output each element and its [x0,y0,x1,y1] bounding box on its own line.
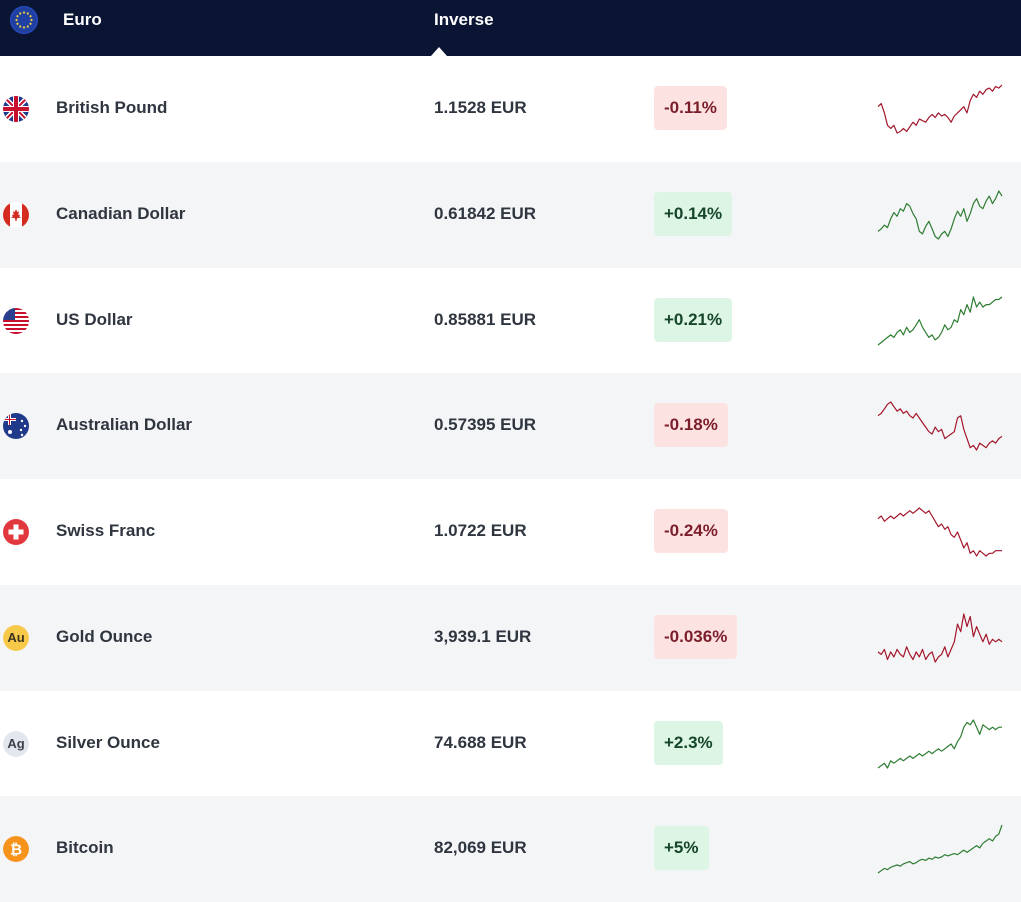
table-row[interactable]: Au Gold Ounce 3,939.1 EUR -0.036% [0,584,1021,691]
sparkline-series [877,401,1003,451]
sparkline-svg [877,84,1003,134]
gold-coin-icon: Au [3,624,29,651]
table-row[interactable]: British Pound 1.1528 EUR -0.11% [0,56,1021,162]
bitcoin-icon: ₿ [3,836,29,863]
inverse-rate: 82,069 EUR [434,838,527,858]
inverse-rate: 1.1528 EUR [434,98,527,117]
currency-name: British Pound [56,98,168,117]
sparkline-svg [877,507,1002,557]
currency-name: Canadian Dollar [56,203,186,223]
trend-sparkline [877,187,1003,243]
inverse-rate: 3,939.1 EUR [434,626,532,646]
trend-sparkline [877,504,1002,560]
change-badge: +2.3% [654,720,723,765]
currency-name: US Dollar [56,309,133,329]
table-row[interactable]: Ag Silver Ounce 74.688 EUR +2.3% [0,691,1021,797]
page-header: Euro Inverse [0,0,1021,56]
currency-name: Australian Dollar [56,415,193,435]
sparkline-series [877,295,1003,345]
sparkline-series [877,825,1003,874]
inverse-rate: 1.0722 EUR [434,521,527,540]
table-row[interactable]: Canadian Dollar 0.61842 EUR +0.14% [0,161,1021,268]
table-row[interactable]: Australian Dollar 0.57395 EUR -0.18% [0,373,1021,479]
sparkline-svg [877,401,1003,451]
trend-sparkline [877,716,1002,772]
trend-sparkline [877,610,1003,666]
currency-name: Silver Ounce [56,732,160,752]
inverse-rate: 74.688 EUR [434,732,527,752]
change-badge: +0.21% [654,297,733,342]
sparkline-series [877,613,1003,663]
change-badge: +5% [654,826,709,871]
sparkline-svg [877,825,1003,874]
change-badge: -0.036% [654,614,738,659]
trend-sparkline [877,293,1003,349]
eu-flag-icon [10,6,38,34]
base-currency-title: Euro [63,10,102,29]
change-badge: -0.11% [654,86,727,130]
silver-coin-icon: Ag [3,730,29,757]
trend-sparkline [877,398,1003,454]
uk-flag-icon [3,96,29,122]
trend-sparkline [877,81,1003,137]
change-badge: -0.18% [654,403,728,448]
inverse-column-tab[interactable]: Inverse [434,10,494,29]
currency-name: Swiss Franc [56,521,156,540]
inverse-rate: 0.85881 EUR [434,309,537,329]
sparkline-svg [877,190,1003,240]
sparkline-series [877,507,1002,557]
switzerland-flag-icon [3,519,29,545]
table-row[interactable]: Swiss Franc 1.0722 EUR -0.24% [0,479,1021,585]
svg-text:₿: ₿ [10,841,22,859]
table-row[interactable]: ₿ Bitcoin 82,069 EUR +5% [0,796,1021,902]
trend-sparkline [877,821,1003,877]
inverse-rate: 0.57395 EUR [434,415,537,435]
table-row[interactable]: US Dollar 0.85881 EUR +0.21% [0,268,1021,374]
sparkline-series [877,190,1003,240]
sparkline-series [877,718,1002,769]
sparkline-svg [877,295,1003,345]
inverse-rate: 0.61842 EUR [434,203,537,223]
us-flag-icon [3,307,29,334]
sparkline-svg [877,718,1002,769]
sparkline-svg [877,613,1003,663]
currency-name: Bitcoin [56,838,114,858]
canada-flag-icon [3,201,29,228]
currency-name: Gold Ounce [56,626,153,646]
currency-rate-list: British Pound 1.1528 EUR -0.11% Canadian… [0,56,1021,902]
change-badge: -0.24% [654,509,728,553]
change-badge: +0.14% [654,191,733,236]
sparkline-series [877,84,1003,134]
australia-flag-icon [3,413,29,440]
active-tab-caret-icon [431,47,447,56]
